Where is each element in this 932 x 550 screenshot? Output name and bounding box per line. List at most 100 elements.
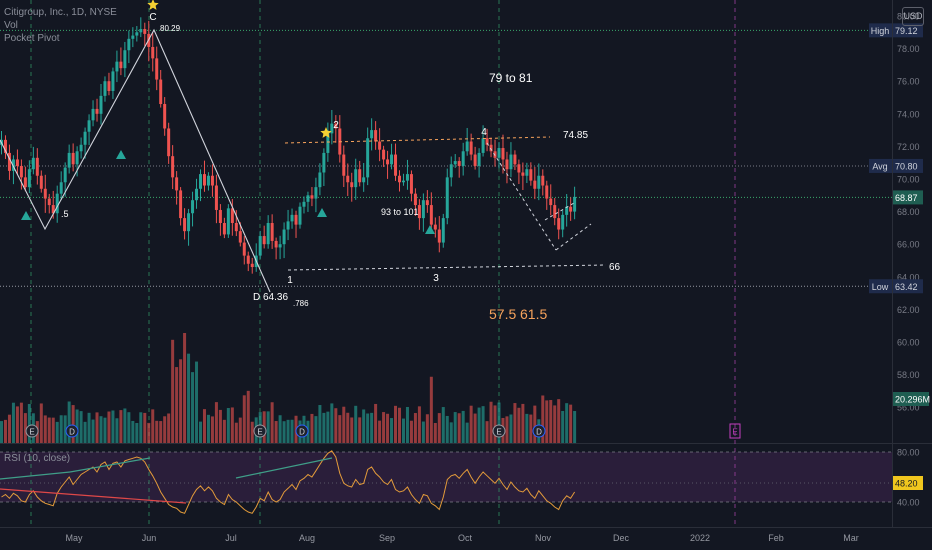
symbol-title[interactable]: Citigroup, Inc., 1D, NYSE [4,7,117,18]
candle-body [7,152,11,171]
candle-body [398,175,401,183]
candle-body [417,205,421,219]
candle-body [59,182,63,194]
volume-bar [51,417,55,443]
candle-body [155,58,159,80]
volume-bar [433,422,437,443]
label-wave-3: 3 [433,273,439,284]
volume-bar [390,418,394,443]
volume-bar [222,419,226,443]
pocket-pivot-triangle [317,208,327,217]
candle-body [210,175,214,186]
price-axis-tick: 56.00 [897,403,920,413]
candle-body [119,61,123,69]
candle-body [382,149,386,160]
label-c: C [149,12,156,23]
candle-body [509,154,513,170]
volume-indicator-label[interactable]: Vol [4,20,18,31]
currency-button[interactable]: USD [902,7,924,26]
rsi-divergence-bear [0,488,187,504]
volume-bar [370,412,374,443]
candle-body [258,236,262,256]
low-price-tag [869,279,892,294]
volume-bar [0,421,3,443]
volume-bar [206,414,210,443]
volume-bar [326,411,330,443]
rsi-axis-tick: 80.00 [897,448,920,458]
time-axis-label: 2022 [690,533,710,543]
candle-body [302,201,306,207]
pocket-pivot-triangle [21,211,31,220]
volume-bar [513,403,517,443]
volume-bar [43,415,47,443]
label-wave-1: 1 [287,275,293,286]
candle-body [175,177,179,191]
time-axis-label: Oct [458,533,473,543]
future-earnings-marker [729,423,741,439]
rsi-divergence-bull-2 [69,457,151,473]
price-axis-tick: 70.00 [897,175,920,185]
volume-bar [417,406,421,443]
volume-bar [374,403,378,443]
dividend-marker-letter: D [299,428,305,437]
volume-bar [67,401,71,443]
candle-body [286,221,290,230]
pocket-pivot-indicator-label[interactable]: Pocket Pivot [4,33,60,44]
label-wave-2: 2 [333,120,339,131]
candle-body [123,50,127,69]
price-axis-tick: 58.00 [897,370,920,380]
volume-bar [135,422,139,443]
candle-body [350,182,354,188]
high-price-badge [893,23,923,38]
volume-bar [202,409,206,443]
candle-body [561,214,565,230]
candle-body [115,61,119,72]
candle-body [473,154,477,166]
price-axis-tick: 64.00 [897,272,920,282]
candle-body [453,161,457,165]
time-axis-label: Jul [225,533,237,543]
candle-body [461,151,465,166]
dividend-marker [65,424,79,438]
label-fib-786: .786 [293,299,309,308]
volume-bar [199,421,202,443]
volume-bar [234,422,238,443]
rsi-axis-tick: 40.00 [897,498,920,508]
time-axis-label: Mar [843,533,859,543]
candle-body [409,174,413,194]
volume-bar [195,361,199,443]
avg-price-tag [869,158,892,173]
volume-bar [461,410,465,443]
candle-body [218,209,222,224]
volume-bar [489,401,493,443]
volume-bar [123,408,127,443]
dividend-marker-letter: D [69,428,75,437]
volume-bar [529,414,533,443]
volume-bar [274,421,278,443]
volume-bar [334,408,338,443]
rsi-indicator-label[interactable]: RSI (10, close) [4,453,71,464]
dividend-marker [295,424,309,438]
volume-bar [183,333,187,443]
candle-body [525,169,529,176]
volume-bar [382,412,386,443]
volume-bar [521,403,525,443]
star-icon [320,127,332,138]
volume-bar [55,421,59,443]
candle-body [202,174,206,186]
channel-lower-line [555,223,592,251]
volume-bar [103,417,107,443]
volume-bar [27,403,31,443]
candle-body [167,128,171,157]
candle-body [465,141,469,152]
candle-body [529,169,533,181]
candle-body [234,223,238,232]
rsi-value-badge-text: 48.20 [895,479,918,489]
volume-bar [445,415,449,443]
earnings-marker-letter: E [257,428,262,437]
volume-bar [437,413,441,443]
volume-bar [250,421,254,443]
candle-body [71,152,75,165]
candle-body [242,242,246,256]
